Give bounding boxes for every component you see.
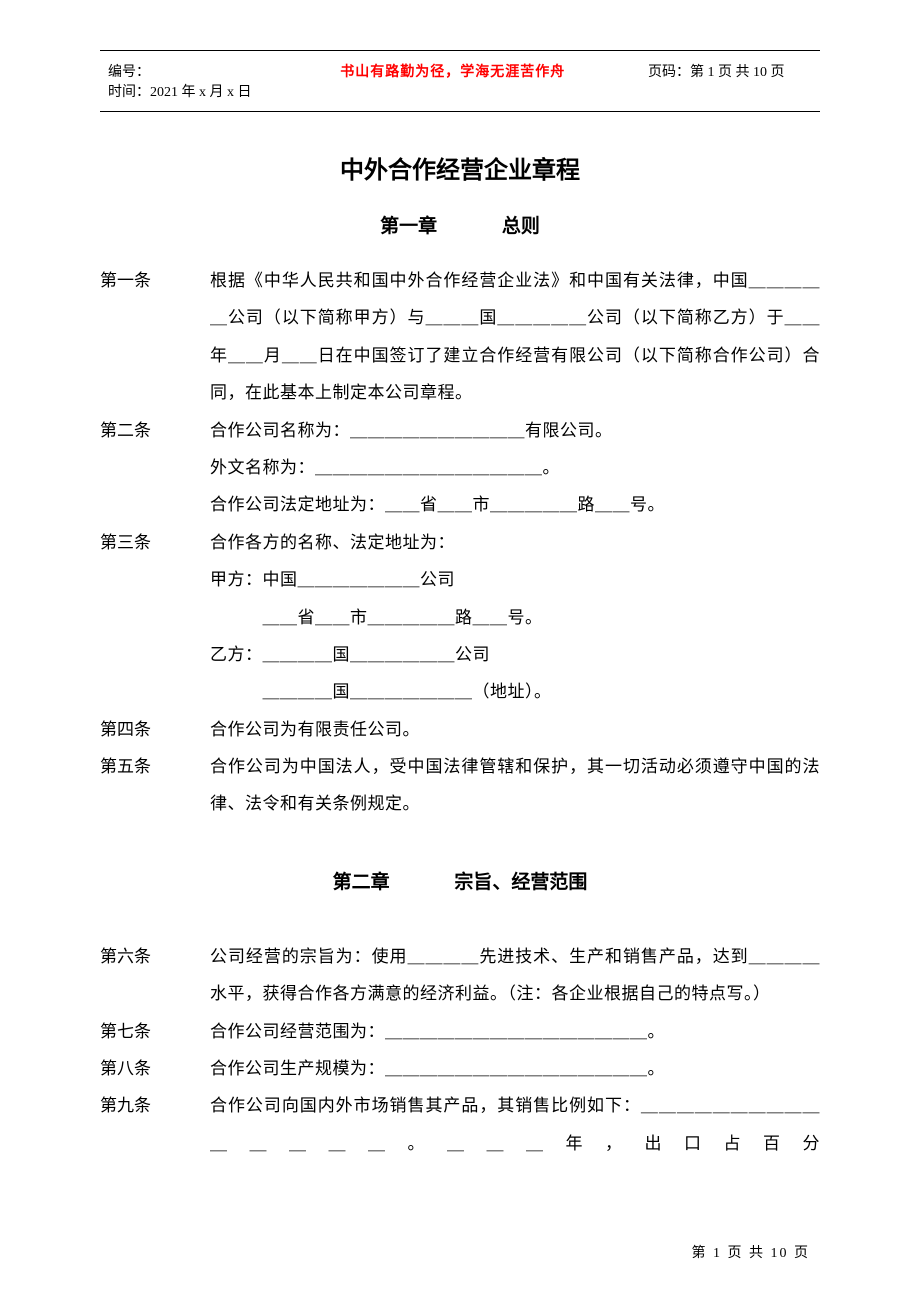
footer-page-number: 第 1 页 共 10 页 (692, 1242, 811, 1262)
header-motto: 书山有路勤为径，学海无涯苦作舟 (340, 65, 565, 80)
article-7-label: 第七条 (100, 1013, 210, 1050)
page-container: 编号： 时间：2021 年 x 月 x 日 书山有路勤为径，学海无涯苦作舟 页码… (0, 0, 920, 1202)
article-2-label: 第二条 (100, 412, 210, 524)
article-3-line-1: 合作各方的名称、法定地址为： (210, 524, 820, 561)
article-1: 第一条 根据《中华人民共和国中外合作经营企业法》和中国有关法律，中国＿＿＿＿＿公… (100, 262, 820, 412)
header-bottom-rule (100, 111, 820, 112)
article-6-label: 第六条 (100, 938, 210, 1013)
article-9-body: 合作公司向国内外市场销售其产品，其销售比例如下：＿＿＿＿＿＿＿＿＿＿＿＿＿＿＿。… (210, 1087, 820, 1162)
header-left-cell: 编号： 时间：2021 年 x 月 x 日 (100, 55, 266, 107)
chapter-2-title: 第二章 宗旨、经营范围 (100, 867, 820, 894)
article-9-label: 第九条 (100, 1087, 210, 1162)
article-1-label: 第一条 (100, 262, 210, 412)
article-4-body: 合作公司为有限责任公司。 (210, 711, 820, 748)
document-title: 中外合作经营企业章程 (100, 150, 820, 185)
top-rule (100, 50, 820, 51)
article-5: 第五条 合作公司为中国法人，受中国法律管辖和保护，其一切活动必须遵守中国的法律、… (100, 748, 820, 823)
serial-label: 编号： (108, 61, 258, 81)
header-right-cell: 页码：第 1 页 共 10 页 (640, 55, 820, 107)
article-5-body: 合作公司为中国法人，受中国法律管辖和保护，其一切活动必须遵守中国的法律、法令和有… (210, 748, 820, 823)
article-1-body: 根据《中华人民共和国中外合作经营企业法》和中国有关法律，中国＿＿＿＿＿公司（以下… (210, 262, 820, 412)
time-label: 时间：2021 年 x 月 x 日 (108, 81, 258, 101)
chapter-1-title: 第一章 总则 (100, 211, 820, 238)
article-8-label: 第八条 (100, 1050, 210, 1087)
article-7: 第七条 合作公司经营范围为：＿＿＿＿＿＿＿＿＿＿＿＿＿＿＿。 (100, 1013, 820, 1050)
article-7-body: 合作公司经营范围为：＿＿＿＿＿＿＿＿＿＿＿＿＿＿＿。 (210, 1013, 820, 1050)
article-3-line-4: 乙方：＿＿＿＿国＿＿＿＿＿＿公司 (210, 636, 820, 673)
article-2-line-3: 合作公司法定地址为：＿＿省＿＿市＿＿＿＿＿路＿＿号。 (210, 486, 820, 523)
article-3-line-2: 甲方：中国＿＿＿＿＿＿＿公司 (210, 561, 820, 598)
article-6-body: 公司经营的宗旨为：使用＿＿＿＿先进技术、生产和销售产品，达到＿＿＿＿水平，获得合… (210, 938, 820, 1013)
article-6: 第六条 公司经营的宗旨为：使用＿＿＿＿先进技术、生产和销售产品，达到＿＿＿＿水平… (100, 938, 820, 1013)
chapter-1-name: 总则 (502, 216, 540, 237)
article-3-body: 合作各方的名称、法定地址为： 甲方：中国＿＿＿＿＿＿＿公司 ＿＿省＿＿市＿＿＿＿… (210, 524, 820, 711)
article-2-body: 合作公司名称为：＿＿＿＿＿＿＿＿＿＿有限公司。 外文名称为：＿＿＿＿＿＿＿＿＿＿… (210, 412, 820, 524)
article-3-label: 第三条 (100, 524, 210, 711)
article-3: 第三条 合作各方的名称、法定地址为： 甲方：中国＿＿＿＿＿＿＿公司 ＿＿省＿＿市… (100, 524, 820, 711)
header-page-label: 页码：第 1 页 共 10 页 (648, 65, 785, 80)
article-3-line-3: ＿＿省＿＿市＿＿＿＿＿路＿＿号。 (210, 599, 820, 636)
article-5-label: 第五条 (100, 748, 210, 823)
chapter-2-no: 第二章 (333, 867, 390, 894)
article-2-line-1: 合作公司名称为：＿＿＿＿＿＿＿＿＿＿有限公司。 (210, 412, 820, 449)
article-2-line-2: 外文名称为：＿＿＿＿＿＿＿＿＿＿＿＿＿。 (210, 449, 820, 486)
article-2: 第二条 合作公司名称为：＿＿＿＿＿＿＿＿＿＿有限公司。 外文名称为：＿＿＿＿＿＿… (100, 412, 820, 524)
chapter-1-no: 第一章 (380, 211, 437, 238)
header-table: 编号： 时间：2021 年 x 月 x 日 书山有路勤为径，学海无涯苦作舟 页码… (100, 55, 820, 107)
chapter-2-wrapper: 第二章 宗旨、经营范围 (100, 867, 820, 894)
chapter-2-name: 宗旨、经营范围 (454, 872, 587, 893)
article-9: 第九条 合作公司向国内外市场销售其产品，其销售比例如下：＿＿＿＿＿＿＿＿＿＿＿＿… (100, 1087, 820, 1162)
article-8-body: 合作公司生产规模为：＿＿＿＿＿＿＿＿＿＿＿＿＿＿＿。 (210, 1050, 820, 1087)
article-8: 第八条 合作公司生产规模为：＿＿＿＿＿＿＿＿＿＿＿＿＿＿＿。 (100, 1050, 820, 1087)
article-4-label: 第四条 (100, 711, 210, 748)
article-3-line-5: ＿＿＿＿国＿＿＿＿＿＿＿（地址）。 (210, 673, 820, 710)
article-4: 第四条 合作公司为有限责任公司。 (100, 711, 820, 748)
header-center-cell: 书山有路勤为径，学海无涯苦作舟 (266, 55, 640, 107)
